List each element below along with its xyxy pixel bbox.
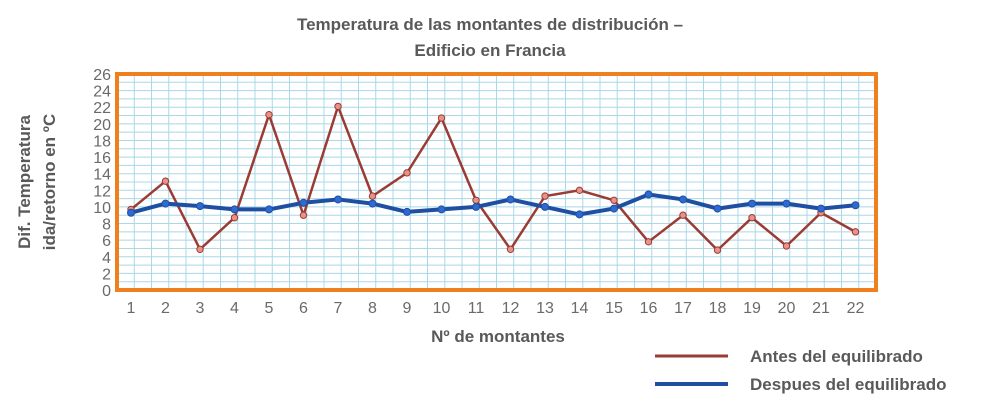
x-tick-label: 13 bbox=[536, 300, 554, 317]
x-tick-label: 8 bbox=[368, 300, 377, 317]
y-tick-label: 4 bbox=[102, 250, 111, 267]
data-point-despues bbox=[196, 202, 204, 211]
plot-frame bbox=[115, 72, 878, 292]
data-point-despues bbox=[748, 199, 756, 208]
x-tick-label: 16 bbox=[640, 300, 658, 317]
series-line-antes bbox=[130, 105, 857, 252]
x-tick-label: 22 bbox=[847, 300, 865, 317]
x-tick-label: 20 bbox=[778, 300, 796, 317]
x-tick-label: 19 bbox=[743, 300, 761, 317]
data-point-despues bbox=[230, 205, 239, 214]
data-point-antes bbox=[230, 214, 239, 222]
x-axis-label: Nº de montantes bbox=[431, 327, 565, 346]
y-tick-label: 2 bbox=[102, 266, 111, 283]
data-point-despues bbox=[472, 202, 480, 211]
data-point-despues bbox=[713, 204, 722, 213]
data-point-antes bbox=[506, 245, 515, 253]
data-point-despues bbox=[161, 199, 170, 208]
data-point-antes bbox=[265, 111, 273, 119]
data-point-antes bbox=[541, 192, 549, 200]
x-tick-label: 18 bbox=[709, 300, 727, 317]
x-tick-label: 2 bbox=[161, 300, 170, 317]
y-tick-label: 26 bbox=[93, 67, 111, 84]
data-point-despues bbox=[403, 207, 411, 216]
legend-label-antes: Antes del equilibrado bbox=[750, 347, 923, 366]
data-point-despues bbox=[679, 195, 687, 204]
legend-label-despues: Despues del equilibrado bbox=[750, 375, 947, 394]
data-point-despues bbox=[334, 195, 342, 204]
y-tick-label: 22 bbox=[93, 100, 111, 117]
chart-title-line1: Temperatura de las montantes de distribu… bbox=[297, 15, 683, 34]
data-point-antes bbox=[437, 114, 446, 122]
series-line-despues bbox=[130, 192, 856, 217]
data-point-despues bbox=[506, 195, 515, 204]
x-tick-label: 6 bbox=[299, 300, 308, 317]
data-point-antes bbox=[713, 246, 722, 254]
x-tick-label: 7 bbox=[334, 300, 343, 317]
data-point-antes bbox=[299, 211, 308, 219]
data-point-despues bbox=[265, 205, 273, 214]
data-point-antes bbox=[368, 192, 377, 200]
x-tick-label: 4 bbox=[230, 300, 239, 317]
data-point-antes bbox=[610, 196, 618, 204]
data-point-despues bbox=[127, 208, 135, 217]
data-point-antes bbox=[851, 228, 860, 236]
x-tick-label: 17 bbox=[674, 300, 692, 317]
y-tick-label: 8 bbox=[102, 217, 111, 234]
x-tick-label: 10 bbox=[433, 300, 451, 317]
x-tick-label: 11 bbox=[468, 300, 485, 317]
y-tick-label: 10 bbox=[93, 200, 111, 217]
y-tick-label: 18 bbox=[93, 133, 111, 150]
data-point-antes bbox=[679, 211, 687, 219]
data-point-antes bbox=[196, 245, 204, 253]
data-point-despues bbox=[368, 199, 377, 208]
x-tick-label: 14 bbox=[571, 300, 589, 317]
data-point-despues bbox=[299, 198, 308, 207]
data-point-despues bbox=[817, 204, 825, 213]
y-axis-label-line1: Dif. Temperatura bbox=[15, 115, 34, 249]
x-tick-label: 15 bbox=[605, 300, 623, 317]
x-tick-label: 3 bbox=[196, 300, 205, 317]
data-point-despues bbox=[575, 210, 584, 219]
data-point-despues bbox=[437, 205, 446, 214]
data-point-antes bbox=[782, 242, 791, 250]
y-tick-label: 24 bbox=[93, 84, 111, 101]
series-layer bbox=[127, 102, 860, 254]
y-tick-label: 16 bbox=[93, 150, 111, 167]
data-point-antes bbox=[575, 186, 584, 195]
data-point-despues bbox=[541, 202, 549, 211]
data-point-antes bbox=[472, 196, 480, 204]
y-axis-label-line2: ida/retorno en ºC bbox=[40, 114, 59, 251]
y-tick-label: 6 bbox=[102, 233, 111, 250]
x-tick-label: 21 bbox=[812, 300, 830, 317]
data-point-despues bbox=[782, 199, 791, 208]
data-point-despues bbox=[610, 204, 618, 213]
data-point-antes bbox=[161, 177, 170, 185]
x-axis-ticks: 1 2 3 4 5 6 7 8 9 10 11 12 13 14 15 16 17 18 19 20 21 22 bbox=[127, 300, 865, 317]
data-point-antes bbox=[403, 169, 411, 177]
data-point-antes bbox=[644, 238, 653, 246]
data-point-despues bbox=[644, 190, 653, 199]
data-point-despues bbox=[851, 201, 860, 210]
x-tick-label: 1 bbox=[127, 300, 136, 317]
y-tick-label: 12 bbox=[93, 183, 111, 200]
x-tick-label: 12 bbox=[502, 300, 520, 317]
y-tick-label: 20 bbox=[93, 117, 111, 134]
chart-title-line2: Edificio en Francia bbox=[414, 41, 566, 60]
y-tick-label: 0 bbox=[102, 283, 111, 300]
y-tick-label: 14 bbox=[93, 167, 111, 184]
data-point-antes bbox=[334, 102, 342, 111]
legend: Antes del equilibrado Despues del equili… bbox=[655, 347, 947, 394]
x-tick-label: 5 bbox=[265, 300, 274, 317]
x-tick-label: 9 bbox=[403, 300, 412, 317]
data-point-antes bbox=[748, 214, 756, 222]
